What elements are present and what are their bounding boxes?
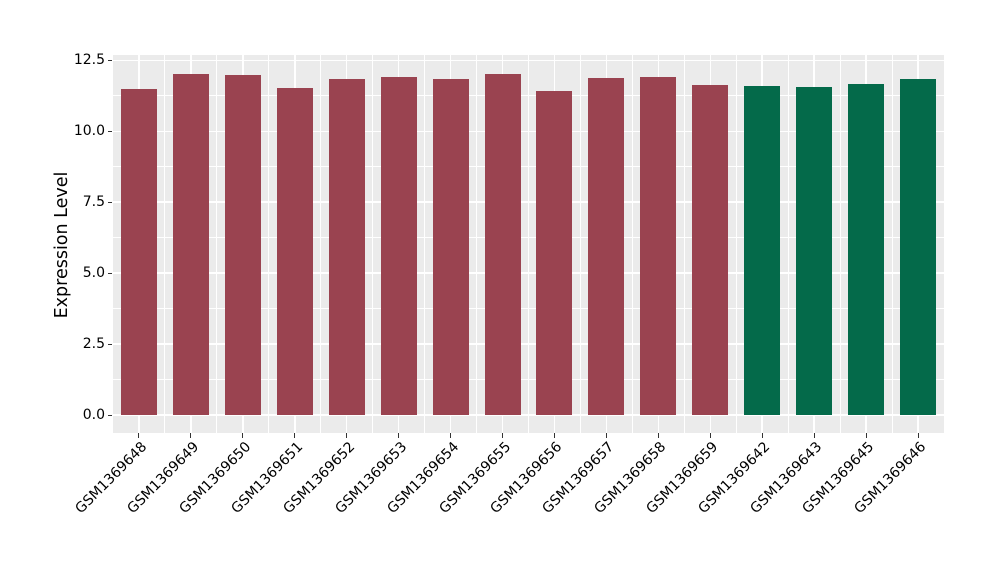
v-gridline-minor xyxy=(787,55,789,433)
y-tick-label: 5.0 xyxy=(82,265,105,282)
bar-GSM1369643 xyxy=(796,86,833,415)
y-tick xyxy=(107,130,112,132)
bar-GSM1369648 xyxy=(120,88,157,415)
bar-GSM1369642 xyxy=(744,85,781,415)
v-gridline-minor xyxy=(164,55,166,433)
bar-GSM1369650 xyxy=(224,74,261,415)
bar-GSM1369658 xyxy=(640,77,677,415)
v-gridline-minor xyxy=(683,55,685,433)
x-tick xyxy=(553,433,555,438)
plot-area xyxy=(107,55,944,438)
x-tick xyxy=(657,433,659,438)
x-tick xyxy=(294,433,296,438)
x-tick xyxy=(346,433,348,438)
x-tick xyxy=(813,433,815,438)
x-tick xyxy=(502,433,504,438)
x-tick xyxy=(917,433,919,438)
v-gridline-minor xyxy=(579,55,581,433)
v-gridline-minor xyxy=(476,55,478,433)
x-tick xyxy=(242,433,244,438)
bar-GSM1369649 xyxy=(172,74,209,415)
y-tick-label: 0.0 xyxy=(82,407,105,423)
y-tick-label: 12.5 xyxy=(73,52,105,69)
v-gridline-minor xyxy=(424,55,426,433)
x-tick xyxy=(398,433,400,438)
bar-GSM1369657 xyxy=(588,77,625,415)
bar-GSM1369652 xyxy=(328,79,365,415)
y-tick-label: 2.5 xyxy=(82,336,105,353)
bar-GSM1369656 xyxy=(536,90,573,415)
x-tick xyxy=(138,433,140,438)
bar-GSM1369646 xyxy=(900,78,937,415)
bar-GSM1369651 xyxy=(276,87,313,415)
bar-GSM1369645 xyxy=(848,83,885,415)
y-tick xyxy=(107,201,112,203)
bar-GSM1369653 xyxy=(380,77,417,415)
v-gridline-minor xyxy=(735,55,737,433)
y-tick xyxy=(107,272,112,274)
v-gridline-minor xyxy=(631,55,633,433)
x-tick xyxy=(190,433,192,438)
y-tick-label: 10.0 xyxy=(73,123,105,140)
x-tick xyxy=(605,433,607,438)
v-gridline-minor xyxy=(268,55,270,433)
v-gridline-minor xyxy=(372,55,374,433)
x-tick xyxy=(761,433,763,438)
x-tick xyxy=(709,433,711,438)
y-tick xyxy=(107,59,112,61)
v-gridline-minor xyxy=(891,55,893,433)
v-gridline-minor xyxy=(839,55,841,433)
bar-GSM1369654 xyxy=(432,79,469,415)
x-tick xyxy=(865,433,867,438)
v-gridline-minor xyxy=(528,55,529,433)
v-gridline-minor xyxy=(216,55,218,433)
bar-GSM1369659 xyxy=(692,84,729,415)
y-tick xyxy=(107,414,112,416)
y-tick-label: 7.5 xyxy=(82,194,105,211)
x-tick xyxy=(450,433,452,438)
v-gridline-minor xyxy=(320,55,322,433)
bar-GSM1369655 xyxy=(484,74,521,415)
y-tick xyxy=(107,343,112,345)
